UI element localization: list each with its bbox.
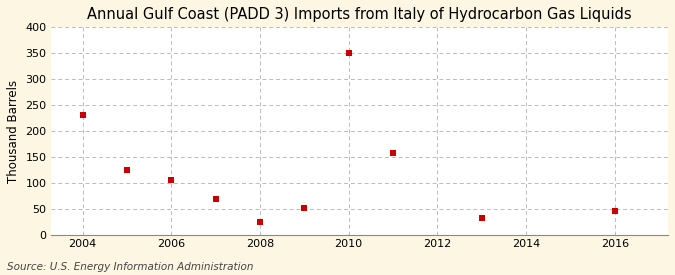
Point bbox=[254, 219, 265, 224]
Y-axis label: Thousand Barrels: Thousand Barrels bbox=[7, 79, 20, 183]
Title: Annual Gulf Coast (PADD 3) Imports from Italy of Hydrocarbon Gas Liquids: Annual Gulf Coast (PADD 3) Imports from … bbox=[88, 7, 632, 22]
Point bbox=[477, 216, 487, 220]
Point bbox=[344, 51, 354, 55]
Point bbox=[122, 168, 132, 172]
Text: Source: U.S. Energy Information Administration: Source: U.S. Energy Information Administ… bbox=[7, 262, 253, 272]
Point bbox=[77, 113, 88, 118]
Point bbox=[210, 197, 221, 202]
Point bbox=[610, 209, 620, 213]
Point bbox=[166, 178, 177, 182]
Point bbox=[387, 150, 398, 155]
Point bbox=[299, 205, 310, 210]
